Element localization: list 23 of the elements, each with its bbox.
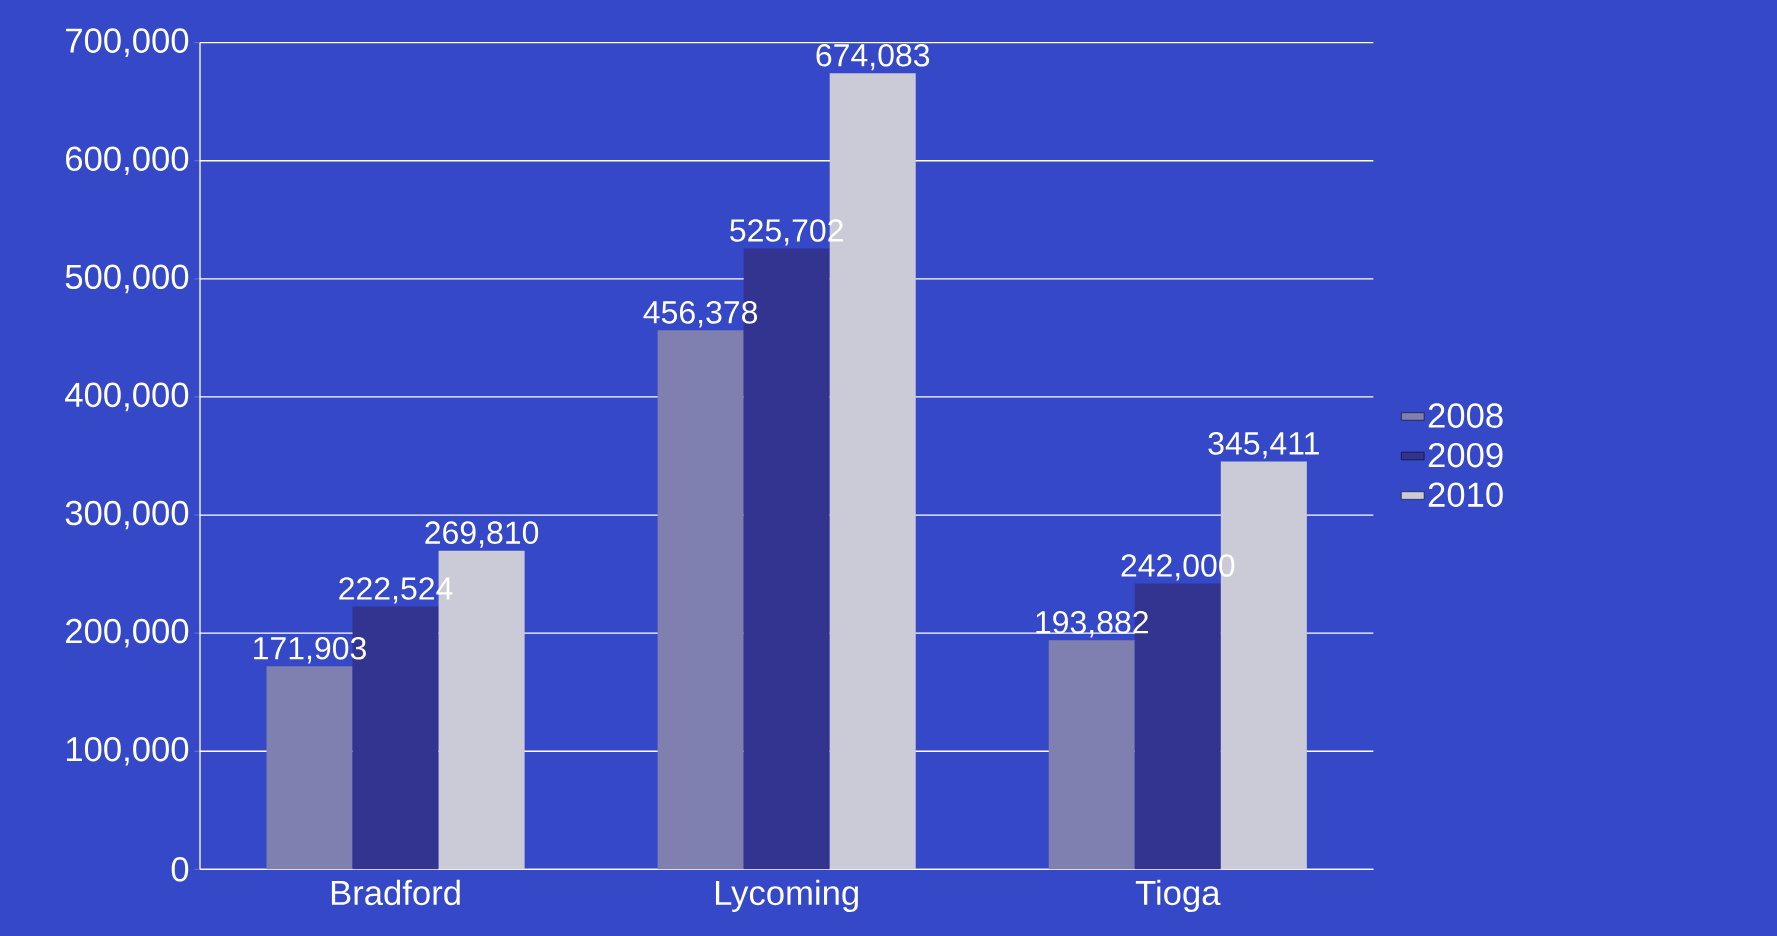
y-tick-label: 500,000 (65, 264, 189, 294)
data-label: 269,810 (425, 521, 539, 548)
x-tick-label: Bradford (331, 879, 460, 906)
y-tick-label: 400,000 (65, 382, 189, 412)
bar (657, 330, 744, 870)
data-label: 193,882 (1036, 611, 1148, 638)
bar (266, 666, 353, 870)
data-label: 345,411 (1208, 432, 1319, 459)
x-tick-label: Lycoming (715, 879, 858, 913)
y-tick-label: 300,000 (65, 500, 189, 530)
data-label: 456,378 (643, 301, 758, 328)
legend-label: 2009 (1428, 442, 1503, 468)
y-tick-label: 0 (171, 857, 189, 882)
bar (1048, 640, 1135, 870)
legend-label: 2008 (1428, 403, 1503, 428)
legend-label: 2010 (1428, 482, 1503, 507)
data-label: 171,903 (254, 636, 366, 664)
y-tick-label: 200,000 (66, 618, 189, 648)
x-tick-label: Tioga (1135, 879, 1221, 913)
y-tick-label: 600,000 (66, 146, 189, 176)
y-tick-label: 700,000 (66, 28, 189, 57)
data-label: 674,083 (816, 43, 930, 71)
y-tick-label: 100,000 (66, 736, 189, 766)
